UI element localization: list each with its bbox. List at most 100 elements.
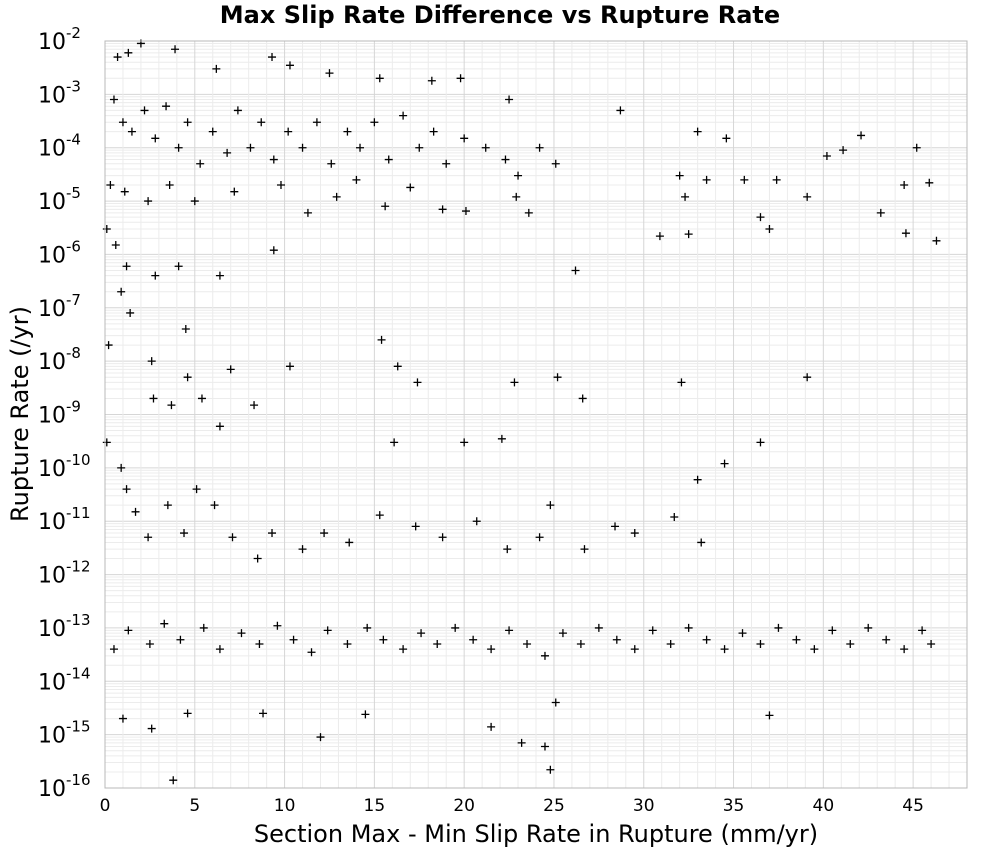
data-point <box>303 208 312 217</box>
data-point <box>285 362 294 371</box>
data-point <box>756 639 765 648</box>
x-tick-label: 15 <box>364 796 386 816</box>
plot-frame <box>104 40 968 789</box>
data-point <box>558 629 567 638</box>
y-tick-exponent: -14 <box>66 664 91 682</box>
data-point <box>131 507 140 516</box>
y-tick-base: 10 <box>38 83 66 108</box>
data-point <box>722 134 731 143</box>
data-point <box>505 95 514 104</box>
data-point <box>226 365 235 374</box>
y-tick-exponent: -6 <box>66 237 81 255</box>
data-point <box>514 171 523 180</box>
data-point <box>180 529 189 538</box>
data-point <box>327 159 336 168</box>
data-point <box>345 538 354 547</box>
data-point <box>151 134 160 143</box>
data-point <box>212 64 221 73</box>
data-point <box>415 143 424 152</box>
data-point <box>828 626 837 635</box>
data-point <box>864 623 873 632</box>
data-point <box>505 626 514 635</box>
y-tick-exponent: -9 <box>66 398 81 416</box>
data-point <box>702 175 711 184</box>
data-point <box>535 143 544 152</box>
x-tick-label: 20 <box>453 796 475 816</box>
data-point <box>230 187 239 196</box>
data-point <box>616 106 625 115</box>
data-point <box>149 394 158 403</box>
y-tick-base: 10 <box>38 617 66 642</box>
data-point <box>882 635 891 644</box>
data-point <box>681 192 690 201</box>
y-tick-exponent: -15 <box>66 718 91 736</box>
data-point <box>390 438 399 447</box>
y-tick-label: 10 -16 <box>38 771 91 802</box>
data-point <box>268 53 277 62</box>
data-point <box>810 645 819 654</box>
data-point <box>273 621 282 630</box>
data-point <box>377 335 386 344</box>
data-point <box>774 623 783 632</box>
y-tick-base: 10 <box>38 564 66 589</box>
data-point <box>126 308 135 317</box>
y-axis-label: Rupture Rate (/yr) <box>6 306 34 522</box>
data-point <box>900 181 909 190</box>
y-tick-label: 10 -9 <box>38 398 81 429</box>
data-point <box>289 635 298 644</box>
y-tick-label: 10 -5 <box>38 184 81 215</box>
data-point <box>183 373 192 382</box>
data-point <box>702 635 711 644</box>
data-point <box>284 127 293 136</box>
data-point <box>145 639 154 648</box>
y-tick-base: 10 <box>38 297 66 322</box>
data-point <box>147 724 156 733</box>
x-tick-label: 45 <box>902 796 924 816</box>
data-point <box>323 626 332 635</box>
data-point <box>932 236 941 245</box>
data-point <box>375 511 384 520</box>
data-point <box>433 639 442 648</box>
data-point <box>438 533 447 542</box>
y-tick-label: 10 -2 <box>38 24 81 55</box>
data-point <box>648 626 657 635</box>
y-tick-base: 10 <box>38 243 66 268</box>
y-tick-exponent: -5 <box>66 184 81 202</box>
data-point <box>912 143 921 152</box>
data-point <box>113 53 122 62</box>
data-point <box>144 533 153 542</box>
data-point <box>876 208 885 217</box>
grid-lines <box>104 40 968 789</box>
data-point <box>399 645 408 654</box>
data-point <box>857 131 866 140</box>
data-point <box>215 271 224 280</box>
data-point <box>176 635 185 644</box>
data-point <box>497 434 506 443</box>
y-tick-label: 10 -13 <box>38 611 91 642</box>
data-point <box>106 181 115 190</box>
data-point <box>594 623 603 632</box>
data-point <box>411 522 420 531</box>
data-point <box>196 159 205 168</box>
data-point <box>160 619 169 628</box>
data-point <box>553 373 562 382</box>
data-point <box>918 626 927 635</box>
data-point <box>268 529 277 538</box>
data-point <box>124 48 133 57</box>
data-point <box>122 262 131 271</box>
x-tick-label: 30 <box>633 796 655 816</box>
y-tick-label: 10 -4 <box>38 131 81 162</box>
data-point <box>118 118 127 127</box>
data-point <box>546 501 555 510</box>
y-tick-label: 10 -8 <box>38 344 81 375</box>
y-tick-base: 10 <box>38 137 66 162</box>
data-point <box>510 378 519 387</box>
data-point <box>343 127 352 136</box>
y-tick-label: 10 -11 <box>38 504 91 535</box>
data-point <box>147 357 156 366</box>
data-point <box>451 623 460 632</box>
data-point <box>381 202 390 211</box>
data-point <box>438 205 447 214</box>
data-point <box>535 533 544 542</box>
